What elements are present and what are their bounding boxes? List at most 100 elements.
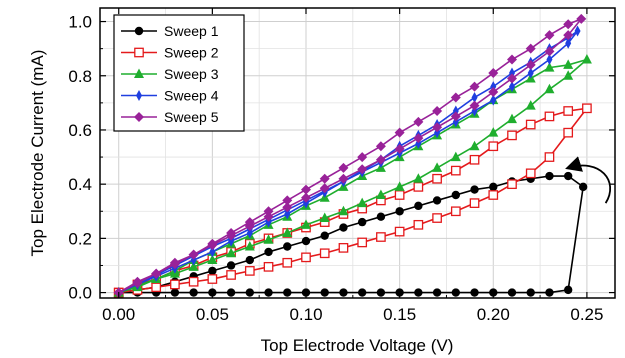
legend-marker — [134, 112, 144, 122]
data-point — [245, 255, 255, 265]
data-point — [245, 288, 255, 297]
data-point — [578, 182, 588, 192]
data-point — [525, 168, 536, 179]
data-point — [563, 106, 574, 116]
data-point — [151, 282, 162, 293]
data-point — [394, 181, 405, 191]
data-point — [574, 25, 581, 37]
data-point — [432, 173, 442, 184]
data-point — [488, 68, 499, 79]
data-point — [301, 219, 311, 229]
data-point — [469, 140, 480, 151]
data-point — [188, 261, 199, 271]
data-point — [338, 173, 349, 184]
data-point — [488, 141, 499, 152]
data-point — [264, 288, 273, 297]
tick-labels: 0.00 0.05 0.10 0.15 0.20 0.25 0.0 0.2 0.4 0.6 0.8 1… — [68, 13, 603, 324]
data-point — [563, 19, 574, 30]
data-point — [450, 206, 461, 217]
data-point — [244, 266, 255, 276]
data-point — [432, 122, 443, 133]
data-point — [488, 127, 499, 137]
data-point — [413, 182, 424, 192]
data-point — [320, 288, 329, 297]
data-point — [301, 252, 311, 263]
data-point — [263, 234, 274, 244]
data-point — [544, 46, 555, 57]
data-point — [582, 103, 592, 114]
y-tick-label: 0.4 — [68, 175, 92, 194]
series-3 — [113, 53, 592, 297]
data-point — [338, 162, 349, 173]
legend-label: Sweep 5 — [164, 109, 219, 125]
data-point — [546, 53, 553, 65]
data-point — [507, 54, 517, 65]
data-point — [246, 227, 253, 239]
data-point — [320, 231, 329, 240]
data-point — [470, 288, 479, 297]
legend-marker — [136, 90, 142, 101]
data-point — [544, 111, 555, 122]
data-point — [357, 197, 368, 208]
x-axis-label: Top Electrode Voltage (V) — [261, 336, 454, 355]
data-point — [375, 141, 386, 152]
data-point — [263, 261, 274, 272]
data-point — [338, 205, 349, 216]
curved-arrow-annotation — [565, 156, 612, 204]
data-point — [451, 288, 461, 297]
data-point — [469, 100, 480, 111]
x-tick-label: 0.10 — [289, 305, 322, 324]
data-point — [394, 143, 405, 154]
data-point — [544, 30, 555, 41]
data-point — [432, 162, 443, 172]
data-point — [208, 266, 217, 276]
data-point — [525, 100, 536, 110]
data-point — [264, 247, 273, 257]
series-layer — [113, 13, 592, 298]
grid-lines — [100, 8, 615, 298]
data-point — [357, 164, 368, 175]
legend-item: Sweep 5 — [121, 109, 219, 125]
data-point — [226, 270, 236, 280]
data-point — [450, 92, 461, 103]
legend-marker — [134, 68, 144, 78]
legend-item: Sweep 4 — [121, 88, 219, 104]
legend-marker — [134, 47, 144, 58]
data-point — [509, 81, 515, 93]
data-point — [357, 288, 367, 297]
data-point — [563, 285, 573, 295]
data-point — [376, 232, 386, 242]
legend-label: Sweep 3 — [164, 66, 219, 82]
data-point — [488, 190, 499, 200]
data-point — [451, 190, 461, 200]
data-point — [376, 288, 386, 297]
data-point — [544, 152, 555, 162]
data-point — [432, 213, 442, 223]
data-point — [209, 246, 216, 258]
legend-marker — [134, 26, 144, 36]
data-point — [544, 83, 555, 94]
legend-item: Sweep 2 — [121, 45, 219, 61]
data-point — [169, 257, 180, 268]
data-point — [188, 276, 199, 287]
data-point — [319, 248, 330, 259]
data-point — [207, 238, 218, 249]
data-point — [525, 43, 536, 54]
legend-label: Sweep 2 — [164, 45, 219, 61]
data-point — [527, 67, 534, 79]
data-point — [170, 279, 180, 290]
data-point — [413, 116, 424, 127]
data-point — [563, 30, 574, 41]
legend-item: Sweep 1 — [121, 23, 219, 39]
data-point — [414, 288, 423, 297]
data-point — [413, 173, 424, 183]
legend-label: Sweep 4 — [164, 88, 219, 104]
data-point — [545, 288, 554, 297]
data-point — [413, 133, 424, 144]
data-point — [507, 73, 517, 84]
data-point — [545, 171, 554, 181]
x-tick-label: 0.05 — [196, 305, 229, 324]
y-tick-label: 0.2 — [68, 229, 92, 248]
legend-item: Sweep 3 — [121, 66, 219, 82]
data-point — [394, 127, 405, 138]
